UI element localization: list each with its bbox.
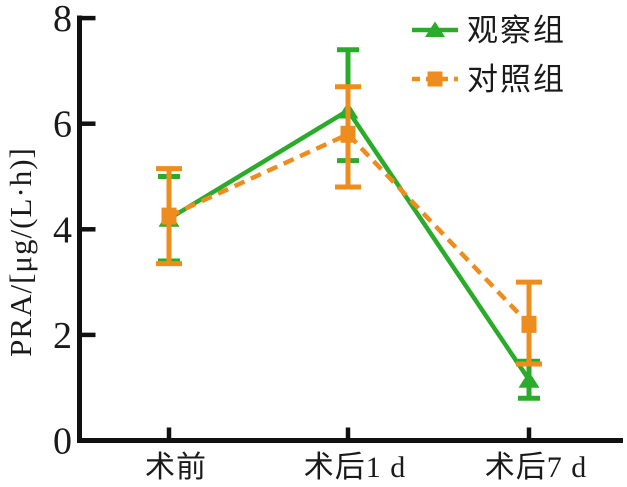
x-category-label: 术后7 d xyxy=(485,451,588,484)
y-axis-label: PRA/[μg/(L·h)] xyxy=(3,147,38,357)
y-tick-label: 0 xyxy=(53,421,72,463)
data-point-marker xyxy=(521,315,537,333)
legend-label-control-group: 对照组 xyxy=(467,61,566,97)
triangle-marker-icon xyxy=(412,21,458,37)
x-category-label: 术后1 d xyxy=(304,451,407,484)
y-tick-label: 4 xyxy=(53,209,72,251)
data-point-marker xyxy=(161,207,177,225)
data-point-marker xyxy=(340,125,356,143)
legend-item-control-group: 对照组 xyxy=(410,57,566,101)
y-tick-label: 2 xyxy=(53,315,72,357)
x-category-label: 术前 xyxy=(145,451,207,484)
data-point-marker xyxy=(518,371,540,388)
square-marker-icon xyxy=(412,71,458,87)
y-tick-label: 6 xyxy=(53,104,72,146)
legend: 观察组 对照组 xyxy=(410,8,566,101)
y-tick-label: 8 xyxy=(53,0,72,40)
legend-item-observation-group: 观察组 xyxy=(410,8,566,52)
legend-label-observation-group: 观察组 xyxy=(467,12,566,48)
series-group-1 xyxy=(156,84,542,367)
